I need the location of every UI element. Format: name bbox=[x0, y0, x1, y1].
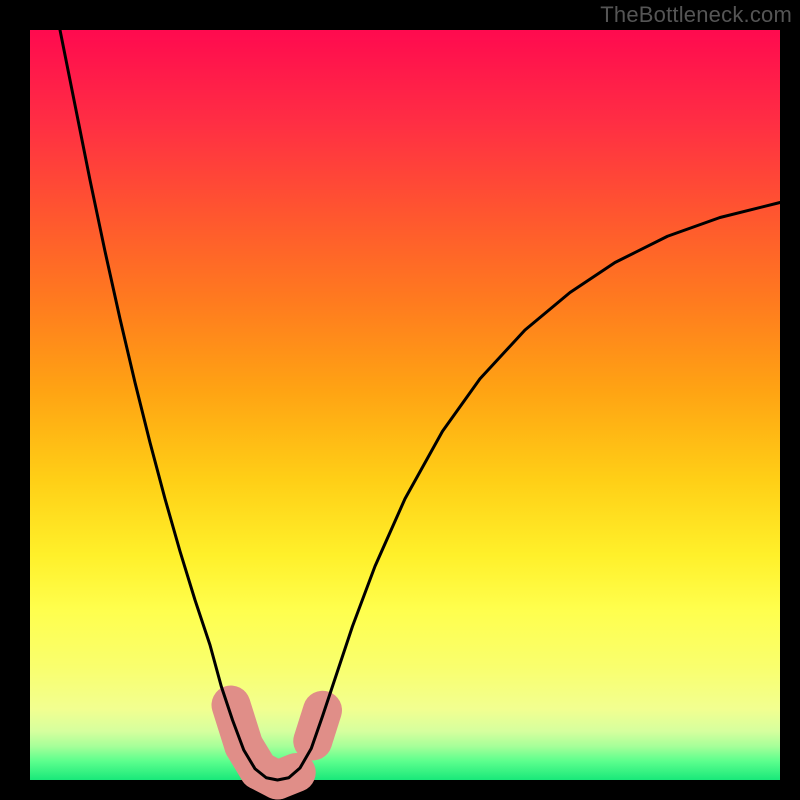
chart-container: TheBottleneck.com bbox=[0, 0, 800, 800]
watermark-text: TheBottleneck.com bbox=[600, 2, 792, 28]
chart-background bbox=[30, 30, 780, 780]
bottleneck-chart bbox=[0, 0, 800, 800]
